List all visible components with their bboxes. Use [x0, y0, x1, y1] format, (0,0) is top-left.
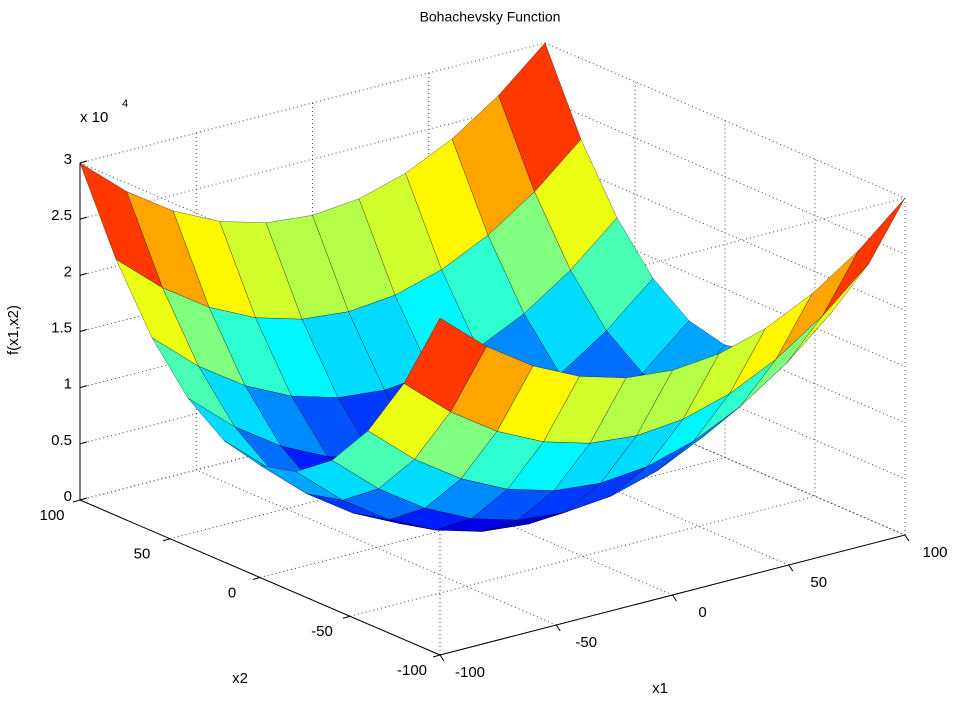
- z-scale-base: x 10: [80, 109, 108, 126]
- x-tick-label: 100: [922, 544, 947, 561]
- surface-patch: [822, 197, 906, 316]
- x-tick-label: -50: [575, 634, 597, 651]
- y-tick: [432, 654, 441, 658]
- y-axis-label: x2: [232, 670, 248, 687]
- y-tick: [342, 615, 351, 619]
- z-tick-label: 0: [64, 488, 72, 505]
- x-tick: [788, 564, 794, 572]
- x-tick: [439, 654, 445, 662]
- z-tick-label: 3: [64, 151, 72, 168]
- z-tick: [79, 329, 88, 332]
- z-tick-label: 2.5: [51, 207, 72, 224]
- z-tick-label: 1: [64, 376, 72, 393]
- x-tick: [672, 594, 677, 602]
- x-axis-label: x1: [652, 680, 668, 697]
- x-tick-label: -100: [455, 664, 485, 681]
- z-scale-exponent: 4: [122, 98, 128, 110]
- x-tick-label: 50: [810, 574, 827, 591]
- z-tick: [79, 216, 88, 220]
- grid-line: [79, 98, 546, 220]
- z-tick-label: 1.5: [51, 319, 72, 336]
- z-tick: [79, 160, 88, 164]
- x-tick: [555, 624, 561, 632]
- y-tick: [72, 499, 81, 503]
- y-tick-label: 100: [39, 507, 64, 524]
- y-tick-label: -50: [311, 623, 333, 640]
- z-tick: [79, 497, 88, 501]
- z-tick: [79, 385, 88, 389]
- z-tick-label: 0.5: [51, 432, 72, 449]
- x-tick: [904, 534, 910, 542]
- surface-patch: [775, 250, 859, 360]
- surface-patch: [403, 317, 487, 413]
- z-tick: [79, 272, 88, 276]
- y-tick: [252, 577, 261, 580]
- y-tick: [162, 538, 171, 542]
- z-axis-label: f(x1,x2): [5, 305, 22, 355]
- z-tick: [79, 441, 88, 445]
- x-tick-label: 0: [698, 604, 706, 621]
- chart-title: Bohachevsky Function: [420, 9, 561, 25]
- y-tick-label: 0: [228, 584, 236, 601]
- z-tick-label: 2: [64, 263, 72, 280]
- y-tick-label: -100: [397, 662, 427, 679]
- grid-line: [349, 495, 816, 617]
- grid-line: [79, 42, 546, 164]
- y-tick-label: 50: [134, 546, 151, 563]
